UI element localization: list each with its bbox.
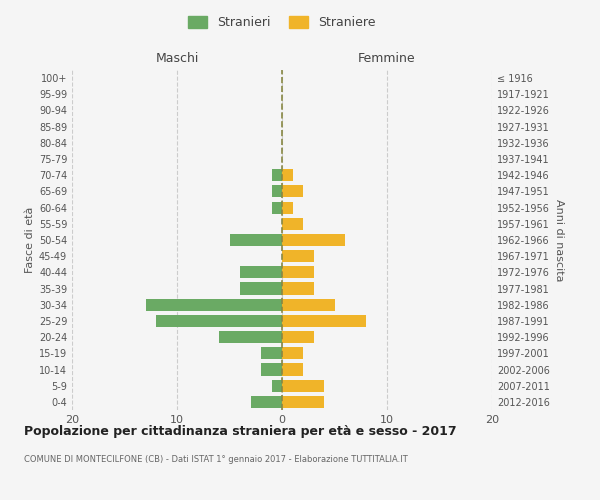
Bar xyxy=(271,169,282,181)
Legend: Stranieri, Straniere: Stranieri, Straniere xyxy=(184,11,380,34)
Text: Popolazione per cittadinanza straniera per età e sesso - 2017: Popolazione per cittadinanza straniera p… xyxy=(24,425,457,438)
Bar xyxy=(219,331,282,343)
Bar xyxy=(282,315,366,327)
Bar xyxy=(261,364,282,376)
Bar xyxy=(282,364,303,376)
Y-axis label: Anni di nascita: Anni di nascita xyxy=(554,198,564,281)
Bar xyxy=(146,298,282,311)
Bar xyxy=(282,169,293,181)
Bar xyxy=(282,186,303,198)
Bar xyxy=(282,331,314,343)
Bar xyxy=(282,380,324,392)
Text: COMUNE DI MONTECILFONE (CB) - Dati ISTAT 1° gennaio 2017 - Elaborazione TUTTITAL: COMUNE DI MONTECILFONE (CB) - Dati ISTAT… xyxy=(24,455,408,464)
Y-axis label: Fasce di età: Fasce di età xyxy=(25,207,35,273)
Bar xyxy=(240,282,282,294)
Bar xyxy=(251,396,282,408)
Bar xyxy=(282,348,303,360)
Bar xyxy=(229,234,282,246)
Bar xyxy=(271,380,282,392)
Bar xyxy=(282,202,293,213)
Bar xyxy=(271,186,282,198)
Bar xyxy=(282,282,314,294)
Text: Femmine: Femmine xyxy=(358,52,416,65)
Bar xyxy=(282,298,335,311)
Bar xyxy=(156,315,282,327)
Bar xyxy=(282,396,324,408)
Bar xyxy=(282,250,314,262)
Bar xyxy=(282,234,345,246)
Bar xyxy=(240,266,282,278)
Bar xyxy=(261,348,282,360)
Bar xyxy=(282,266,314,278)
Bar xyxy=(271,202,282,213)
Text: Maschi: Maschi xyxy=(155,52,199,65)
Bar xyxy=(282,218,303,230)
